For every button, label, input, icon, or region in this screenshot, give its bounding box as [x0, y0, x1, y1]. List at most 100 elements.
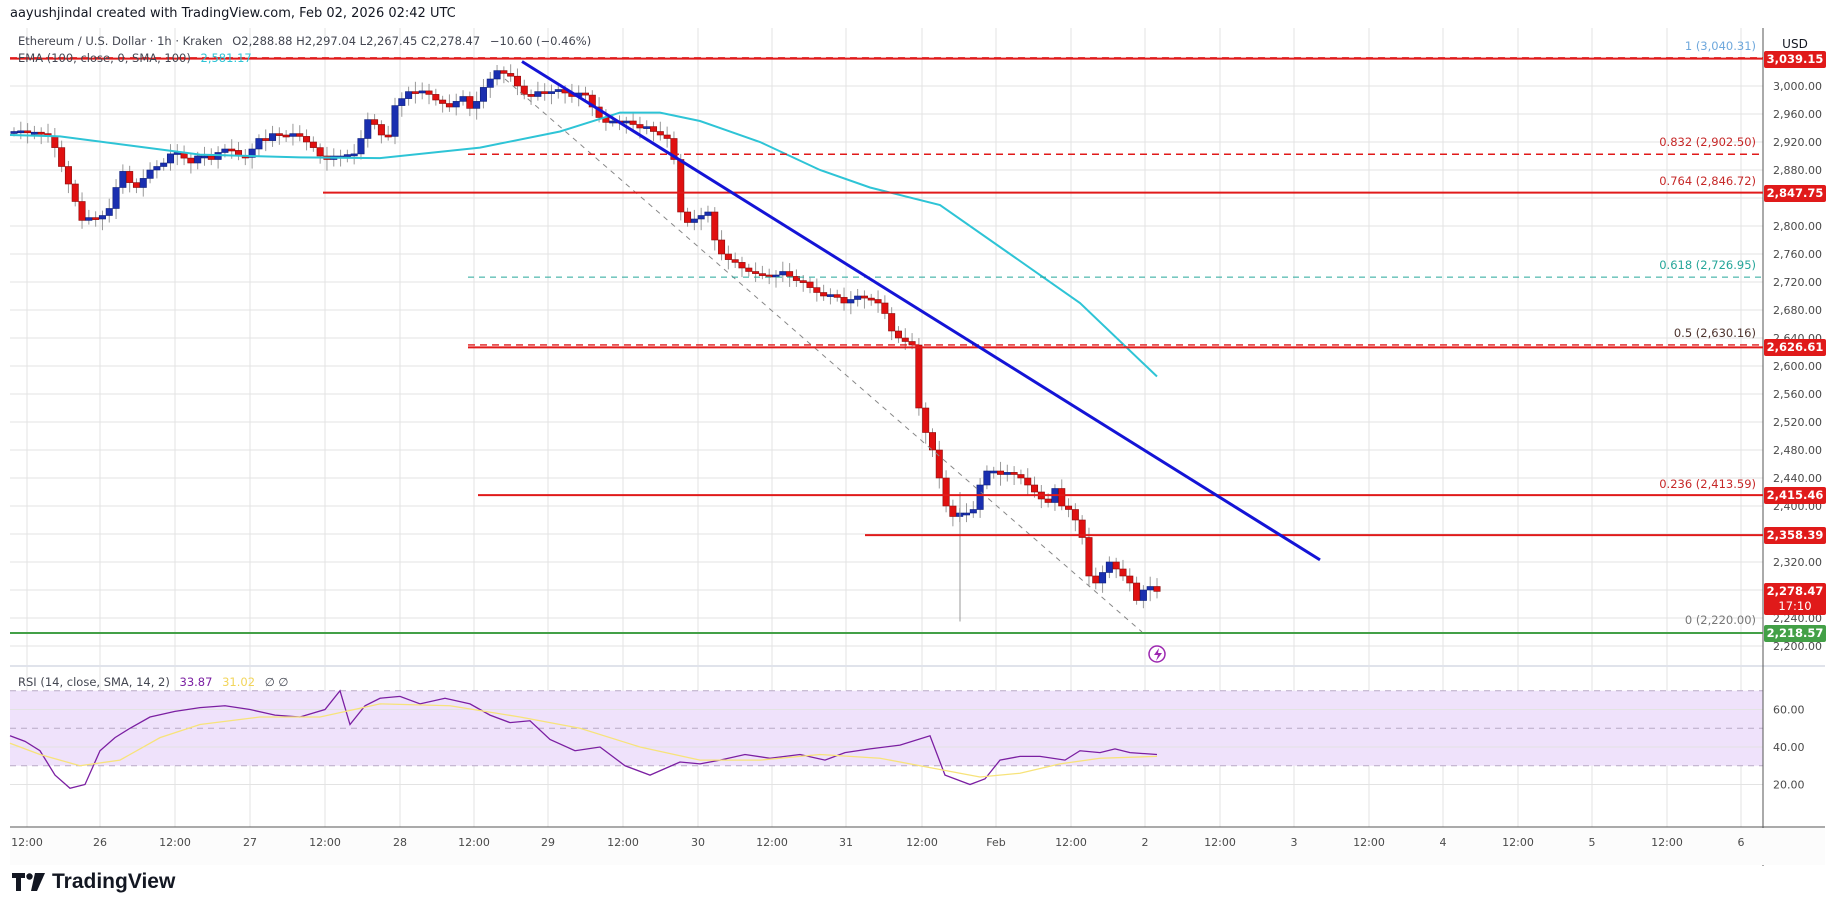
time-axis-label: 12:00 — [11, 836, 43, 849]
price-tag: 2,358.39 — [1764, 527, 1826, 545]
symbol-name: Ethereum / U.S. Dollar · 1h · Kraken — [18, 34, 223, 48]
time-axis-label: 28 — [393, 836, 407, 849]
candle-up — [105, 208, 113, 216]
candle-down — [207, 155, 215, 160]
candle-down — [1153, 586, 1161, 592]
fib-level-label: 1 (3,040.31) — [1684, 38, 1756, 53]
rsi-band — [10, 690, 1763, 766]
candle-up — [146, 169, 154, 179]
candle-down — [92, 217, 100, 220]
price-tag: 2,847.75 — [1764, 184, 1826, 202]
fib-level-label: 0.832 (2,902.50) — [1659, 135, 1756, 150]
candle-down — [935, 449, 943, 479]
candle-up — [1105, 561, 1113, 573]
time-axis-label: 6 — [1738, 836, 1745, 849]
candle-down — [411, 91, 419, 94]
candle-up — [609, 120, 617, 124]
candle-up — [1003, 472, 1011, 475]
time-axis-label: 29 — [541, 836, 555, 849]
candle-down — [262, 138, 270, 141]
candle-down — [799, 280, 807, 283]
price-tag: 2,278.47 17:10 — [1764, 583, 1826, 616]
time-axis-label: 12:00 — [1353, 836, 1385, 849]
candle-down — [507, 73, 515, 77]
time-axis-label: 27 — [243, 836, 257, 849]
candle-down — [949, 505, 957, 517]
time-axis-label: 30 — [691, 836, 705, 849]
candle-down — [813, 287, 821, 293]
candle-down — [724, 253, 732, 260]
time-axis-label: 12:00 — [309, 836, 341, 849]
price-axis-label: 2,680.00 — [1773, 304, 1822, 317]
price-axis-label: 2,600.00 — [1773, 360, 1822, 373]
symbol-legend: Ethereum / U.S. Dollar · 1h · Kraken O2,… — [18, 34, 591, 48]
candle-down — [275, 133, 283, 136]
bearish-trendline — [521, 60, 1321, 562]
candle-up — [85, 217, 93, 221]
candle-down — [64, 166, 72, 185]
rsi-line — [9, 689, 1158, 789]
candle-down — [820, 292, 828, 297]
candle-down — [500, 70, 508, 74]
candle-up — [697, 215, 705, 220]
price-tag: 3,039.15 — [1764, 50, 1826, 68]
candle-up — [969, 509, 977, 514]
candle-up — [405, 91, 413, 99]
price-tag: 2,415.46 — [1764, 487, 1826, 505]
candle-down — [1126, 575, 1134, 584]
price-axis-label: 2,440.00 — [1773, 472, 1822, 485]
candle-down — [663, 134, 671, 139]
candle-up — [452, 101, 460, 108]
candle-up — [854, 295, 862, 300]
time-axis — [10, 828, 1825, 865]
price-axis-label: 2,920.00 — [1773, 136, 1822, 149]
candle-up — [1139, 589, 1147, 601]
rsi-axis-label: 20.00 — [1773, 779, 1805, 792]
candle-down — [1085, 537, 1093, 577]
candle-down — [874, 299, 882, 304]
candle-up — [486, 78, 494, 88]
candle-down — [670, 138, 678, 160]
candle-down — [303, 136, 311, 143]
fib-level-label: 0.236 (2,413.59) — [1659, 477, 1756, 492]
candle-down — [37, 131, 45, 135]
candle-up — [166, 153, 174, 164]
candle-down — [1078, 519, 1086, 538]
candle-down — [282, 134, 290, 138]
candle-up — [847, 299, 855, 304]
candle-down — [296, 133, 304, 137]
rsi-value: 33.87 — [179, 675, 213, 689]
candle-down — [445, 103, 453, 108]
time-axis-label: 12:00 — [607, 836, 639, 849]
candle-up — [643, 126, 651, 129]
rsi-axis-label: 60.00 — [1773, 704, 1805, 717]
rsi-sma-line — [9, 703, 1158, 778]
candle-down — [541, 91, 549, 94]
candle-up — [269, 133, 277, 141]
tradingview-logo[interactable]: TradingView — [12, 870, 175, 894]
candle-up — [112, 187, 120, 209]
ema-line — [9, 111, 1158, 378]
candle-down — [58, 147, 66, 167]
time-axis-label: 12:00 — [756, 836, 788, 849]
time-axis-label: 3 — [1291, 836, 1298, 849]
candle-down — [581, 92, 589, 96]
candle-up — [160, 162, 168, 167]
candle-down — [371, 119, 379, 125]
candle-down — [1092, 575, 1100, 584]
candle-up — [493, 70, 501, 80]
candle-down — [527, 94, 535, 97]
price-axis-label: 2,480.00 — [1773, 444, 1822, 457]
candle-down — [1010, 472, 1018, 475]
candle-down — [126, 171, 134, 183]
candle-down — [894, 330, 902, 339]
candle-down — [650, 126, 658, 132]
candle-up — [554, 89, 562, 92]
candle-down — [901, 337, 909, 342]
candle-up — [704, 211, 712, 216]
candle-up — [690, 218, 698, 223]
price-axis-label: 2,880.00 — [1773, 164, 1822, 177]
candle-up — [139, 178, 147, 188]
ema-label: EMA (100, close, 0, SMA, 100) — [18, 51, 191, 65]
